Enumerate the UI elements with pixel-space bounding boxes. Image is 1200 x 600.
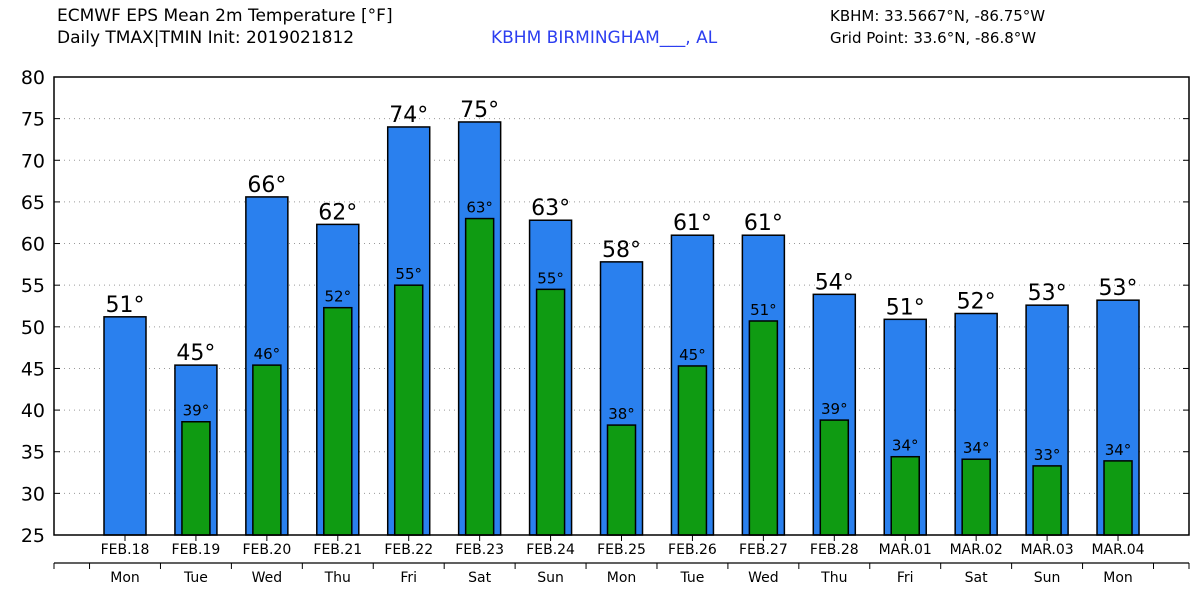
y-tick-label: 60: [21, 234, 45, 256]
tmax-value-label: 75°: [460, 98, 499, 123]
tmin-value-label: 33°: [1034, 446, 1061, 464]
weekday-label: Tue: [679, 570, 704, 586]
date-label: MAR.04: [1091, 542, 1144, 558]
weekday-label: Wed: [748, 570, 779, 586]
tmin-bar: [961, 458, 991, 536]
y-tick-label: 45: [21, 358, 45, 380]
y-tick-label: 40: [21, 400, 45, 422]
chart-title: ECMWF EPS Mean 2m Temperature [°F]: [57, 6, 393, 26]
tmin-bar: [535, 288, 566, 536]
tmax-value-label: 62°: [318, 200, 357, 225]
weekday-label: Sat: [965, 570, 988, 586]
tmax-bar: [103, 316, 147, 536]
weekday-label: Sat: [468, 570, 491, 586]
date-label: FEB.27: [739, 542, 788, 558]
date-label: FEB.23: [455, 542, 504, 558]
tmin-bar: [677, 365, 708, 536]
tmax-value-label: 52°: [957, 289, 996, 314]
tmin-value-label: 38°: [608, 405, 635, 423]
tmin-value-label: 39°: [821, 400, 848, 418]
y-tick-label: 35: [21, 442, 45, 464]
weekday-label: Thu: [324, 570, 351, 586]
tmax-value-label: 61°: [744, 211, 783, 236]
y-tick-label: 80: [21, 67, 45, 89]
chart-subtitle: Daily TMAX|TMIN Init: 2019021812: [57, 28, 355, 48]
grid-point-coordinates: Grid Point: 33.6°N, -86.8°W: [830, 29, 1037, 47]
tmax-value-label: 63°: [531, 196, 570, 221]
tmax-value-label: 66°: [247, 173, 286, 198]
tmin-value-label: 55°: [395, 265, 422, 283]
y-tick-label: 65: [21, 192, 45, 214]
y-tick-label: 75: [21, 109, 45, 131]
tmin-value-label: 34°: [963, 439, 990, 457]
date-label: FEB.25: [597, 542, 646, 558]
tmax-value-label: 53°: [1028, 281, 1067, 306]
plot-frame: [53, 76, 1190, 536]
date-label: FEB.19: [172, 542, 221, 558]
tmax-value-label: 51°: [886, 295, 925, 320]
tmax-value-label: 61°: [673, 211, 712, 236]
tmin-value-label: 55°: [537, 269, 564, 287]
y-tick-label: 25: [21, 525, 45, 547]
tmin-bar: [464, 217, 495, 536]
tmin-value-label: 34°: [1105, 441, 1132, 459]
y-tick-label: 30: [21, 483, 45, 505]
y-tick-label: 50: [21, 317, 45, 339]
tmin-value-label: 52°: [324, 288, 351, 306]
date-label: FEB.28: [810, 542, 859, 558]
weekday-label: Mon: [1103, 570, 1133, 586]
date-label: MAR.01: [879, 542, 932, 558]
date-label: FEB.18: [101, 542, 150, 558]
date-label: FEB.21: [313, 542, 362, 558]
tmin-bar: [1032, 465, 1062, 536]
tmin-bar: [748, 320, 779, 536]
tmin-bar: [323, 306, 353, 536]
tmax-value-label: 54°: [815, 270, 854, 295]
weekday-label: Sun: [1034, 570, 1061, 586]
tmin-bar: [1103, 460, 1133, 536]
weekday-label: Wed: [252, 570, 283, 586]
tmin-bar: [606, 424, 637, 536]
date-label: MAR.03: [1021, 542, 1074, 558]
y-tick-label: 55: [21, 275, 45, 297]
tmax-value-label: 53°: [1099, 276, 1138, 301]
weekday-label: Sun: [537, 570, 564, 586]
weekday-label: Tue: [183, 570, 208, 586]
tmin-value-label: 34°: [892, 437, 919, 455]
weekday-label: Fri: [400, 570, 417, 586]
station-coordinates: KBHM: 33.5667°N, -86.75°W: [830, 7, 1046, 25]
tmax-value-label: 58°: [602, 238, 641, 263]
gridlines: [54, 118, 1189, 494]
tmax-value-label: 45°: [176, 341, 215, 366]
station-name: KBHM BIRMINGHAM___, AL: [491, 28, 718, 48]
tmin-value-label: 45°: [679, 346, 706, 364]
tmin-value-label: 63°: [466, 199, 493, 217]
y-tick-label: 70: [21, 150, 45, 172]
tmin-bar: [252, 364, 282, 536]
weekday-label: Fri: [897, 570, 914, 586]
axes: 25 30 35 40 45 50 55 60 65 70 75 80 FEB.18 Mon FEB.19 T…: [21, 67, 1190, 586]
tmin-value-label: 51°: [750, 301, 777, 319]
date-label: FEB.26: [668, 542, 717, 558]
date-label: MAR.02: [950, 542, 1003, 558]
tmin-value-label: 39°: [183, 402, 210, 420]
tmin-bar: [393, 284, 424, 536]
date-label: FEB.24: [526, 542, 575, 558]
weekday-label: Mon: [607, 570, 637, 586]
bar-value-labels: 51° 45° 39° 66° 46° 62° 52° 74° 55° 75° 63° 63° 55° 5…: [106, 98, 1138, 464]
weekday-label: Mon: [110, 570, 140, 586]
tmin-bar: [819, 419, 850, 536]
bars: [103, 121, 1140, 536]
tmax-value-label: 51°: [106, 293, 145, 318]
tmax-value-label: 74°: [389, 103, 428, 128]
tmin-value-label: 46°: [254, 345, 281, 363]
tmin-bar: [890, 455, 920, 536]
weekday-label: Thu: [820, 570, 847, 586]
date-label: FEB.20: [242, 542, 291, 558]
tmin-bar: [181, 420, 211, 536]
date-label: FEB.22: [384, 542, 433, 558]
